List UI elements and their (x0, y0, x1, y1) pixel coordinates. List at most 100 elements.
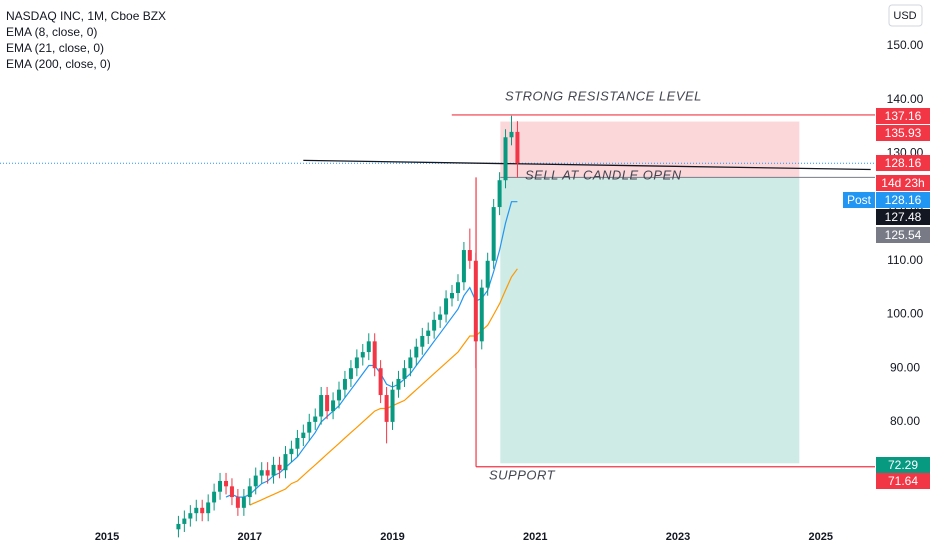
chart-title: NASDAQ INC, 1M, Cboe BZX (6, 9, 166, 23)
price-tag-label: 127.48 (885, 210, 922, 224)
candle-body (491, 207, 496, 261)
candle-body (426, 330, 431, 336)
target-zone (500, 177, 800, 464)
legend-entry: EMA (8, close, 0) (6, 25, 97, 39)
price-tag (876, 192, 930, 208)
candle-body (503, 137, 508, 181)
candle-body (241, 497, 246, 508)
candle-body (420, 335, 425, 347)
price-tag-label: 135.93 (885, 126, 922, 140)
y-tick-label: 140.00 (887, 92, 924, 106)
x-tick-label: 2017 (238, 531, 262, 543)
candle-body (265, 470, 270, 476)
candle-body (390, 389, 395, 422)
candle-body (325, 395, 330, 412)
candle-body (212, 491, 217, 503)
legend-entry: EMA (21, close, 0) (6, 41, 104, 55)
candle-body (331, 400, 336, 412)
candle-body (313, 416, 318, 422)
post-tag (843, 192, 875, 208)
price-tag (876, 473, 930, 489)
legend-entry: EMA (200, close, 0) (6, 57, 111, 71)
price-tag (876, 209, 930, 225)
candle-body (348, 368, 353, 379)
candle-body (372, 341, 377, 369)
annotation: STRONG RESISTANCE LEVEL (505, 88, 702, 103)
candle-body (455, 282, 460, 294)
candle-body (342, 378, 347, 390)
y-tick-label: 100.00 (887, 307, 924, 321)
candle-body (414, 346, 419, 358)
candle-body (218, 480, 223, 492)
price-tag-label: 128.16 (885, 193, 922, 207)
candle-body (253, 475, 258, 487)
price-tag (876, 125, 930, 141)
currency: USD (893, 10, 916, 22)
currency-box[interactable] (888, 4, 923, 27)
price-tag-label: 72.29 (888, 458, 918, 472)
candle-body (307, 421, 312, 433)
annotation: SELL AT CANDLE OPEN (525, 167, 682, 182)
y-tick-label: 90.00 (890, 360, 920, 374)
candle-body (319, 395, 324, 417)
candle-body (438, 314, 443, 320)
y-tick-label: 150.00 (887, 38, 924, 52)
candle-body (497, 180, 502, 208)
candle-body (295, 438, 300, 449)
candle-body (289, 448, 294, 455)
x-tick-label: 2023 (666, 531, 690, 543)
x-tick-label: 2019 (380, 531, 404, 543)
candle-body (206, 502, 211, 514)
x-tick-label: 2015 (95, 531, 119, 543)
candle-body (378, 368, 383, 396)
x-tick-label: 2025 (809, 531, 833, 543)
price-tag (876, 155, 930, 171)
candle-body (229, 486, 234, 498)
candle-body (509, 131, 514, 138)
price-tag-label: 128.16 (885, 156, 922, 170)
candle-body (283, 454, 288, 471)
candle-body (259, 470, 264, 476)
candle-body (467, 250, 472, 261)
candle-body (337, 389, 342, 401)
candle-body (479, 287, 484, 342)
y-tick-label: 80.00 (890, 414, 920, 428)
price-tag (876, 175, 930, 191)
y-tick-label: 110.00 (887, 253, 923, 267)
price-tag-label: 14d 23h (881, 176, 924, 190)
candle-body (444, 298, 449, 315)
candle-body (432, 319, 437, 331)
candle-body (271, 464, 276, 476)
candle-body (485, 260, 490, 288)
candle-body (461, 250, 466, 283)
annotation: SUPPORT (489, 467, 556, 482)
candle-body (247, 486, 252, 498)
candle-body (176, 523, 181, 530)
post-tag-label: Post (847, 193, 872, 207)
price-tag (876, 108, 930, 124)
candle-body (384, 395, 389, 422)
candle-body (301, 432, 306, 439)
candle-body (408, 357, 413, 369)
candle-body (360, 352, 365, 358)
candle-body (188, 513, 193, 519)
price-tag-label: 137.16 (885, 109, 922, 123)
candle-body (396, 378, 401, 390)
candle-body (182, 518, 187, 524)
candle-body (224, 480, 229, 487)
candle-body (515, 131, 520, 164)
ema-line (249, 268, 518, 506)
x-tick-label: 2021 (523, 531, 547, 543)
price-tag-label: 71.64 (888, 474, 918, 488)
candle-body (277, 464, 282, 471)
price-tag-label: 125.54 (885, 228, 922, 242)
candle-body (354, 357, 359, 369)
candle-body (449, 293, 454, 299)
price-tag (876, 457, 930, 473)
candle-body (473, 260, 478, 342)
trend-line (303, 159, 871, 171)
candle-body (200, 507, 205, 514)
price-tag (876, 227, 930, 243)
